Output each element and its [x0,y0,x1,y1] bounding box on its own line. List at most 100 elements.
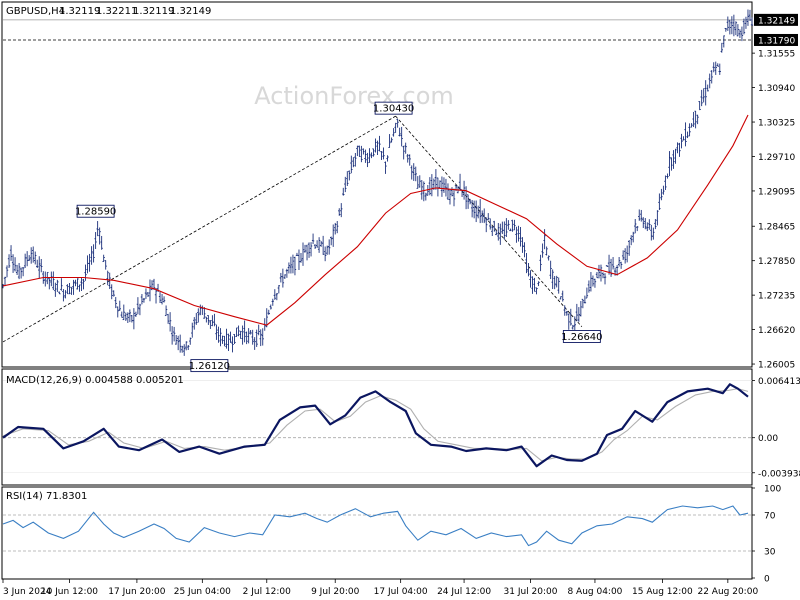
candle [50,271,53,287]
candle [382,147,385,160]
candle [303,244,307,253]
candle [555,275,558,288]
candle [656,210,659,226]
candle [577,307,581,322]
candle [634,219,637,234]
candle [553,276,556,290]
candle [489,218,492,230]
candle [104,260,107,270]
candle [144,288,148,299]
candle [334,222,337,235]
candle [621,250,625,261]
candle [124,312,128,321]
candle [253,337,256,350]
candle [313,244,317,249]
candle [58,291,61,295]
rsi-y-tick-label: 70 [764,512,776,522]
candle [424,192,428,201]
candle [9,245,13,261]
candle [535,287,538,295]
candle [209,320,212,329]
candle [674,148,677,164]
candle [629,235,633,246]
candle [597,264,601,279]
candle [342,187,345,196]
candle [106,270,109,286]
candle [591,275,595,287]
candle [523,242,526,258]
reference-price-text: 1.31790 [758,36,795,46]
candle [364,149,367,163]
candle [36,259,39,268]
candle [708,73,711,89]
candle [712,62,715,73]
candle [197,308,200,323]
candle [503,221,506,240]
candle [680,133,683,149]
macd-y-tick-label: 0.006413 [758,377,800,387]
candle [96,221,99,237]
price-y-tick-label: 1.30325 [758,119,795,129]
x-tick-label: 24 Jul 12:00 [437,587,491,597]
candle [213,313,216,327]
candle [607,254,611,275]
candle [122,304,126,321]
candle [509,228,512,232]
candle [627,240,631,256]
callout-label: 1.30430 [373,104,414,115]
candle [217,326,220,343]
candle [176,335,180,351]
candle [519,227,522,247]
candle [140,294,144,305]
candle [162,296,166,303]
candle [325,245,329,255]
candle [54,282,57,297]
rsi-chart [2,505,752,552]
axes: 1.31555 1.30940 1.30325 1.29710 1.29095 1.284… [2,13,800,597]
candle [497,223,500,241]
candle [714,61,717,75]
candle [76,278,79,290]
candle [468,198,472,205]
candle [561,290,564,302]
candle [507,220,510,230]
candle [219,328,222,347]
x-tick-label: 2 Jul 12:00 [243,587,292,597]
candle [396,118,399,128]
header-low: 1.32119 [133,6,174,17]
price-callout: 1.28590 [75,204,116,218]
x-tick-label: 3 Jun 2024 [3,587,52,597]
candle [678,142,681,157]
candle [595,271,599,279]
candle [734,21,738,36]
candle [617,256,621,267]
candle [68,282,71,295]
candle [82,278,85,290]
candle [259,329,262,347]
candle [88,253,91,272]
candle [62,289,65,302]
candle [478,199,482,224]
x-tick-label: 8 Aug 04:00 [567,587,622,597]
candle [277,285,281,294]
x-tick-label: 17 Jun 20:00 [108,587,165,597]
candle [265,308,268,328]
candle [5,265,9,278]
candle [293,256,297,276]
candle [108,272,111,290]
callout-box [374,101,413,115]
candle [301,242,305,266]
candle [154,287,158,304]
current-price-label: 1.32149 [754,13,798,26]
candle [412,163,415,181]
x-tick-label: 9 Jul 20:00 [311,587,360,597]
candle [247,328,250,344]
candle [215,324,218,340]
rsi-y-tick-label: 100 [764,485,781,495]
candle [380,151,383,161]
candle [348,170,351,181]
candle [340,203,343,218]
candle [237,325,240,337]
candle [746,9,750,26]
candle [134,311,138,317]
